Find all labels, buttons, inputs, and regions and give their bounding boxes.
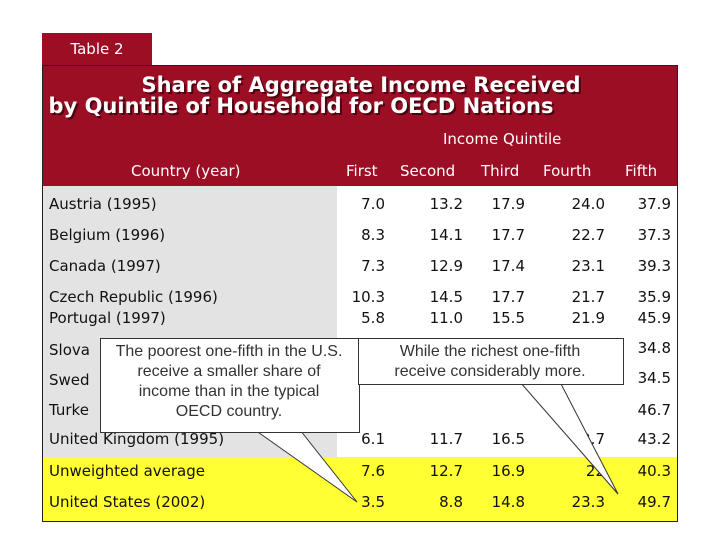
cell-portugal-second: 11.0: [429, 309, 463, 327]
cell-canada-second: 12.9: [429, 257, 463, 275]
cell-czech-second: 14.5: [429, 288, 463, 306]
cell-uk-first: 6.1: [361, 430, 385, 448]
left-callout-line-2: receive a smaller share of: [137, 363, 321, 380]
cell-belgium-fifth: 37.3: [637, 226, 671, 244]
left-callout-line-4: OECD country.: [175, 403, 283, 420]
cell-uk-third: 16.5: [491, 430, 525, 448]
row-label-portugal: Portugal (1997): [49, 309, 166, 327]
cell-swed-fifth: 34.5: [637, 369, 671, 387]
cell-us-second: 8.8: [439, 493, 463, 511]
cell-canada-first: 7.3: [361, 257, 385, 275]
cell-average-fifth: 40.3: [637, 462, 671, 480]
left-callout-text: The poorest one-fifth in the U.S. receiv…: [100, 342, 358, 422]
col-header-third: Third: [481, 162, 520, 180]
cell-portugal-third: 15.5: [491, 309, 525, 327]
cell-average-first: 7.6: [361, 462, 385, 480]
cell-austria-fifth: 37.9: [637, 195, 671, 213]
right-callout-box: [358, 338, 624, 385]
table-header: Share of Aggregate Income Received by Qu…: [43, 66, 677, 186]
cell-us-fourth: 23.3: [571, 493, 605, 511]
row-label-belgium: Belgium (1996): [49, 226, 166, 244]
cell-portugal-fifth: 45.9: [637, 309, 671, 327]
col-header-country: Country (year): [131, 162, 241, 180]
row-label-turke: Turke: [49, 401, 89, 419]
col-header-first: First: [346, 162, 378, 180]
col-header-fifth: Fifth: [625, 162, 658, 180]
right-callout-line-1: While the richest one-fifth: [399, 343, 581, 360]
left-callout-box: [100, 338, 360, 433]
row-label-canada: Canada (1997): [49, 257, 161, 275]
cell-average-third: 16.9: [491, 462, 525, 480]
cell-portugal-fourth: 21.9: [571, 309, 605, 327]
cell-us-first: 3.5: [361, 493, 385, 511]
cell-czech-fifth: 35.9: [637, 288, 671, 306]
cell-czech-third: 17.7: [491, 288, 525, 306]
cell-canada-third: 17.4: [491, 257, 525, 275]
cell-austria-second: 13.2: [429, 195, 463, 213]
cell-czech-first: 10.3: [351, 288, 385, 306]
row-label-unweighted-average: Unweighted average: [49, 462, 205, 480]
right-callout-line-2: receive considerably more.: [394, 363, 586, 380]
left-callout-line-1: The poorest one-fifth in the U.S.: [115, 343, 343, 360]
cell-czech-fourth: 21.7: [571, 288, 605, 306]
cell-austria-first: 7.0: [361, 195, 385, 213]
title-line-2: by Quintile of Household for OECD Nation…: [48, 94, 554, 118]
title-line-1: Share of Aggregate Income Received: [141, 73, 581, 97]
cell-belgium-fourth: 22.7: [571, 226, 605, 244]
row-label-czech-republic: Czech Republic (1996): [49, 288, 218, 306]
group-header: Income Quintile: [443, 130, 562, 148]
col-header-second: Second: [400, 162, 456, 180]
cell-uk-second: 11.7: [429, 430, 463, 448]
cell-canada-fourth: 23.1: [571, 257, 605, 275]
cell-austria-third: 17.9: [491, 195, 525, 213]
row-label-austria: Austria (1995): [49, 195, 157, 213]
left-callout-line-3: income than in the typical: [138, 383, 320, 400]
cell-belgium-third: 17.7: [491, 226, 525, 244]
cell-average-second: 12.7: [429, 462, 463, 480]
cell-canada-fifth: 39.3: [637, 257, 671, 275]
row-label-united-kingdom: United Kingdom (1995): [49, 430, 225, 448]
table-frame: Share of Aggregate Income Received by Qu…: [42, 65, 678, 522]
col-header-fourth: Fourth: [543, 162, 592, 180]
cell-us-third: 14.8: [491, 493, 525, 511]
cell-uk-fifth: 43.2: [637, 430, 671, 448]
cell-slova-fifth: 34.8: [637, 339, 671, 357]
table-tab: Table 2: [42, 33, 152, 65]
highlight-rows-background: [43, 457, 677, 521]
row-label-swed: Swed: [49, 371, 90, 389]
right-callout-text: While the richest one-fifth receive cons…: [358, 342, 622, 382]
cell-us-fifth: 49.7: [637, 493, 671, 511]
cell-portugal-first: 5.8: [361, 309, 385, 327]
cell-belgium-first: 8.3: [361, 226, 385, 244]
cell-turke-fifth: 46.7: [637, 401, 671, 419]
cell-austria-fourth: 24.0: [571, 195, 605, 213]
row-label-slova: Slova: [49, 341, 90, 359]
cell-belgium-second: 14.1: [429, 226, 463, 244]
row-label-united-states: United States (2002): [49, 493, 206, 511]
